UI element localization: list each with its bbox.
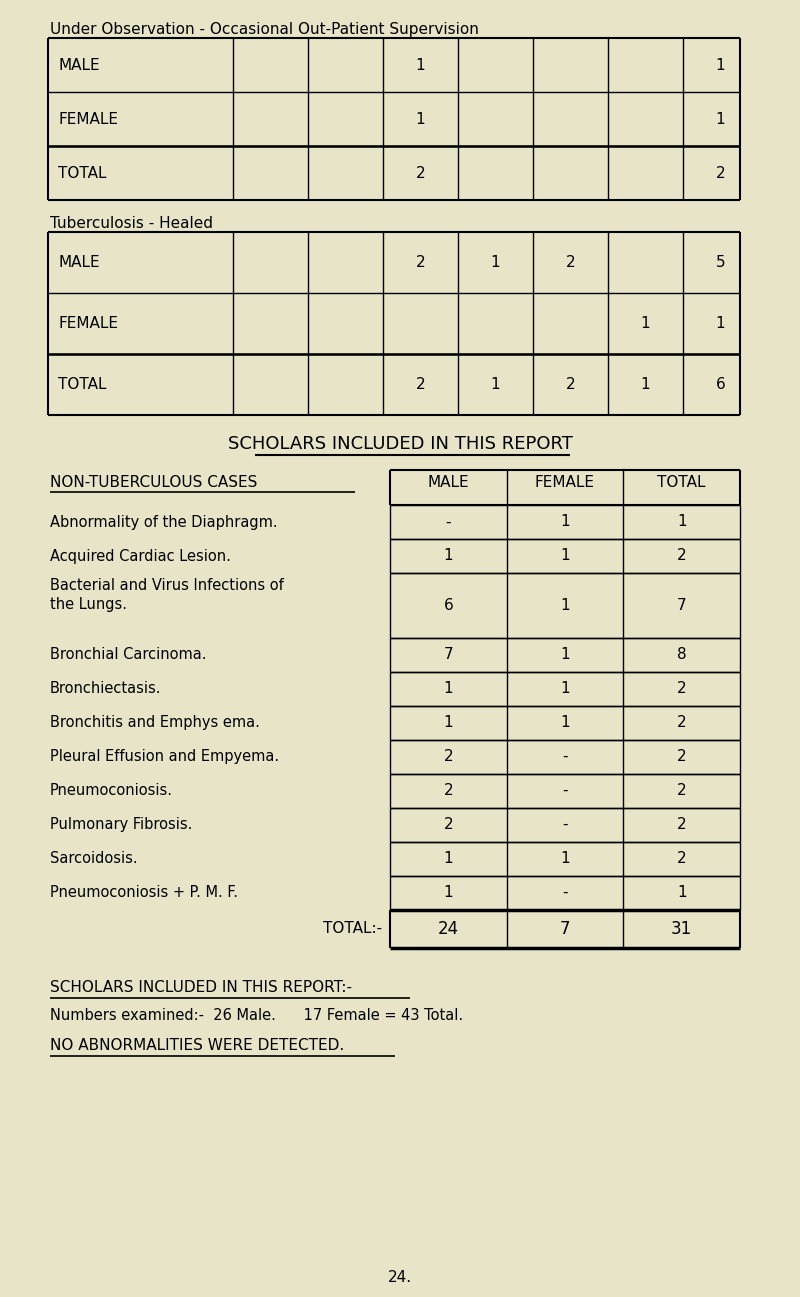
Text: 6: 6 xyxy=(443,598,454,612)
Text: 2: 2 xyxy=(677,750,686,764)
Text: 2: 2 xyxy=(677,851,686,866)
Text: Tuberculosis - Healed: Tuberculosis - Healed xyxy=(50,217,213,231)
Text: 2: 2 xyxy=(716,166,726,180)
Text: 24.: 24. xyxy=(388,1270,412,1285)
Text: -: - xyxy=(562,817,568,833)
Text: 2: 2 xyxy=(677,783,686,798)
Text: 7: 7 xyxy=(443,647,453,661)
Text: TOTAL:-: TOTAL:- xyxy=(323,921,382,936)
Text: 1: 1 xyxy=(677,515,686,529)
Text: 1: 1 xyxy=(677,885,686,900)
Text: Bronchial Carcinoma.: Bronchial Carcinoma. xyxy=(50,647,206,661)
Text: 1: 1 xyxy=(716,57,726,73)
Text: 6: 6 xyxy=(716,377,726,392)
Text: TOTAL: TOTAL xyxy=(658,475,706,490)
Text: MALE: MALE xyxy=(58,256,100,270)
Text: 2: 2 xyxy=(677,681,686,696)
Text: Acquired Cardiac Lesion.: Acquired Cardiac Lesion. xyxy=(50,549,231,563)
Text: TOTAL: TOTAL xyxy=(58,166,106,180)
Text: Numbers examined:-  26 Male.      17 Female = 43 Total.: Numbers examined:- 26 Male. 17 Female = … xyxy=(50,1008,463,1022)
Text: 2: 2 xyxy=(566,256,575,270)
Text: 1: 1 xyxy=(443,715,453,730)
Text: 31: 31 xyxy=(671,920,692,938)
Text: SCHOLARS INCLUDED IN THIS REPORT: SCHOLARS INCLUDED IN THIS REPORT xyxy=(227,434,573,453)
Text: 1: 1 xyxy=(560,715,570,730)
Text: 7: 7 xyxy=(560,920,570,938)
Text: Pneumoconiosis + P. M. F.: Pneumoconiosis + P. M. F. xyxy=(50,885,238,900)
Text: FEMALE: FEMALE xyxy=(58,316,118,331)
Text: 2: 2 xyxy=(443,750,453,764)
Text: 2: 2 xyxy=(416,166,426,180)
Text: Sarcoidosis.: Sarcoidosis. xyxy=(50,851,138,866)
Text: 24: 24 xyxy=(438,920,459,938)
Text: 7: 7 xyxy=(677,598,686,612)
Text: Pleural Effusion and Empyema.: Pleural Effusion and Empyema. xyxy=(50,750,279,764)
Text: 1: 1 xyxy=(490,256,500,270)
Text: Under Observation - Occasional Out-Patient Supervision: Under Observation - Occasional Out-Patie… xyxy=(50,22,479,38)
Text: 1: 1 xyxy=(443,885,453,900)
Text: NON-TUBERCULOUS CASES: NON-TUBERCULOUS CASES xyxy=(50,475,258,490)
Text: 2: 2 xyxy=(677,817,686,833)
Text: 1: 1 xyxy=(560,549,570,563)
Text: SCHOLARS INCLUDED IN THIS REPORT:-: SCHOLARS INCLUDED IN THIS REPORT:- xyxy=(50,979,352,995)
Text: Bronchiectasis.: Bronchiectasis. xyxy=(50,681,162,696)
Text: 1: 1 xyxy=(443,549,453,563)
Text: NO ABNORMALITIES WERE DETECTED.: NO ABNORMALITIES WERE DETECTED. xyxy=(50,1038,344,1053)
Text: 1: 1 xyxy=(560,515,570,529)
Text: 1: 1 xyxy=(416,57,426,73)
Text: -: - xyxy=(446,515,451,529)
Text: 8: 8 xyxy=(677,647,686,661)
Text: 5: 5 xyxy=(716,256,726,270)
Text: Pulmonary Fibrosis.: Pulmonary Fibrosis. xyxy=(50,817,192,833)
Text: 1: 1 xyxy=(560,681,570,696)
Text: 1: 1 xyxy=(490,377,500,392)
Text: 1: 1 xyxy=(560,647,570,661)
Text: 2: 2 xyxy=(416,256,426,270)
Text: 1: 1 xyxy=(560,598,570,612)
Text: 2: 2 xyxy=(677,715,686,730)
Text: -: - xyxy=(562,750,568,764)
Text: Pneumoconiosis.: Pneumoconiosis. xyxy=(50,783,173,798)
Text: 2: 2 xyxy=(443,817,453,833)
Text: FEMALE: FEMALE xyxy=(535,475,595,490)
Text: 2: 2 xyxy=(566,377,575,392)
Text: 1: 1 xyxy=(560,851,570,866)
Text: 1: 1 xyxy=(641,316,650,331)
Text: the Lungs.: the Lungs. xyxy=(50,597,127,612)
Text: 1: 1 xyxy=(416,112,426,127)
Text: 2: 2 xyxy=(443,783,453,798)
Text: Bronchitis and Emphys ema.: Bronchitis and Emphys ema. xyxy=(50,715,260,730)
Text: MALE: MALE xyxy=(58,57,100,73)
Text: -: - xyxy=(562,783,568,798)
Text: 2: 2 xyxy=(416,377,426,392)
Text: 1: 1 xyxy=(443,851,453,866)
Text: 1: 1 xyxy=(641,377,650,392)
Text: 1: 1 xyxy=(716,112,726,127)
Text: Abnormality of the Diaphragm.: Abnormality of the Diaphragm. xyxy=(50,515,278,529)
Text: MALE: MALE xyxy=(427,475,469,490)
Text: 1: 1 xyxy=(443,681,453,696)
Text: 1: 1 xyxy=(716,316,726,331)
Text: TOTAL: TOTAL xyxy=(58,377,106,392)
Text: -: - xyxy=(562,885,568,900)
Text: Bacterial and Virus Infections of: Bacterial and Virus Infections of xyxy=(50,578,284,593)
Text: FEMALE: FEMALE xyxy=(58,112,118,127)
Text: 2: 2 xyxy=(677,549,686,563)
